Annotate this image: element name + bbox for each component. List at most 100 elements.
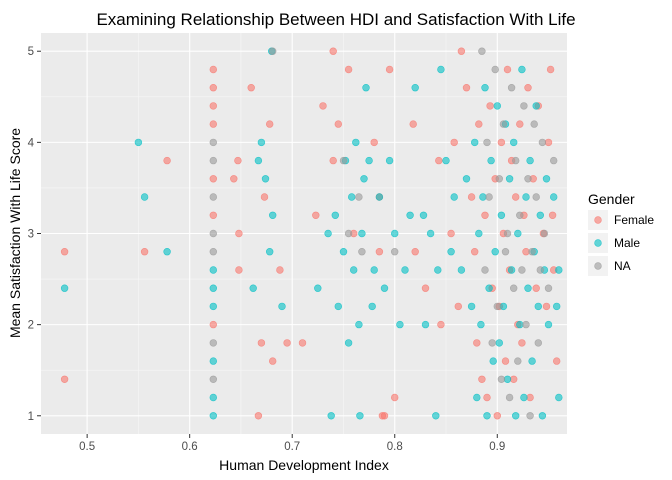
- data-point: [352, 138, 360, 147]
- data-point: [510, 138, 518, 147]
- data-point: [528, 357, 536, 365]
- data-point: [426, 229, 435, 238]
- data-point: [481, 83, 489, 92]
- x-axis: 0.5 0.6 0.7 0.8 0.9: [79, 434, 505, 453]
- data-point: [526, 412, 534, 420]
- data-point: [209, 284, 218, 292]
- data-point: [511, 193, 520, 201]
- data-point: [555, 393, 563, 402]
- y-tick-label: 4: [28, 137, 35, 149]
- data-point: [312, 211, 320, 220]
- data-point: [503, 65, 512, 74]
- data-point: [257, 138, 266, 147]
- data-point: [344, 229, 353, 238]
- data-point: [479, 193, 487, 201]
- data-point: [339, 156, 348, 165]
- legend-label: Male: [614, 236, 640, 250]
- data-point: [499, 120, 508, 128]
- data-point: [163, 156, 171, 165]
- data-point: [235, 266, 243, 274]
- data-point: [499, 302, 508, 311]
- x-axis-title: Human Development Index: [219, 457, 389, 473]
- data-point: [546, 65, 555, 74]
- data-point: [507, 83, 516, 92]
- legend-symbol: [594, 216, 602, 224]
- data-point: [507, 266, 516, 274]
- data-point: [329, 156, 337, 165]
- data-point: [471, 248, 479, 256]
- data-point: [370, 266, 378, 274]
- data-point: [344, 65, 353, 74]
- data-point: [536, 211, 544, 220]
- legend-symbol: [594, 239, 602, 247]
- data-point: [247, 83, 255, 92]
- data-point: [380, 284, 389, 292]
- data-point: [518, 266, 526, 274]
- data-point: [524, 83, 532, 92]
- data-point: [249, 284, 257, 292]
- data-point: [355, 193, 363, 201]
- legend-symbol: [594, 262, 602, 270]
- data-point: [485, 284, 493, 292]
- data-point: [552, 302, 561, 311]
- data-point: [510, 284, 518, 292]
- data-point: [355, 320, 363, 329]
- data-point: [481, 266, 489, 274]
- data-point: [486, 102, 494, 110]
- data-point: [435, 156, 443, 165]
- data-point: [518, 339, 526, 347]
- data-point: [209, 120, 218, 128]
- x-tick-label: 0.8: [387, 441, 403, 453]
- data-point: [421, 284, 430, 292]
- data-point: [163, 248, 171, 256]
- data-point: [532, 102, 540, 110]
- data-point: [140, 193, 149, 201]
- data-point: [467, 302, 476, 311]
- grid-major: [41, 33, 567, 434]
- data-point: [542, 302, 551, 311]
- data-point: [495, 175, 503, 183]
- data-point: [276, 266, 284, 274]
- data-point: [528, 248, 536, 256]
- data-point: [391, 229, 399, 238]
- data-point: [544, 320, 553, 329]
- data-point: [532, 193, 540, 201]
- y-tick-label: 5: [28, 46, 34, 58]
- data-point: [495, 339, 503, 347]
- legend-title: Gender: [588, 191, 635, 207]
- data-point: [269, 47, 277, 55]
- data-point: [544, 138, 553, 147]
- data-point: [478, 47, 486, 55]
- data-point: [278, 302, 286, 311]
- data-point: [348, 193, 356, 201]
- data-point: [209, 65, 218, 74]
- data-point: [518, 65, 526, 74]
- data-point: [234, 156, 242, 165]
- data-point: [209, 357, 218, 365]
- data-point: [522, 320, 530, 329]
- data-points: [60, 47, 563, 420]
- data-point: [497, 375, 506, 383]
- data-point: [540, 229, 549, 238]
- data-point: [454, 302, 462, 311]
- data-point: [437, 320, 445, 329]
- x-tick-label: 0.7: [284, 441, 300, 453]
- data-point: [339, 248, 348, 256]
- data-point: [391, 393, 399, 402]
- series-na: [209, 47, 558, 420]
- data-point: [511, 156, 520, 165]
- data-point: [457, 47, 466, 55]
- data-point: [516, 211, 524, 220]
- data-point: [555, 266, 563, 274]
- data-point: [473, 339, 481, 347]
- data-point: [314, 284, 322, 292]
- data-point: [235, 229, 243, 238]
- data-point: [505, 175, 514, 183]
- data-point: [522, 248, 530, 256]
- x-tick-label: 0.9: [489, 441, 505, 453]
- data-point: [375, 248, 384, 256]
- y-tick-label: 3: [28, 229, 34, 241]
- data-point: [209, 175, 218, 183]
- data-point: [516, 120, 524, 128]
